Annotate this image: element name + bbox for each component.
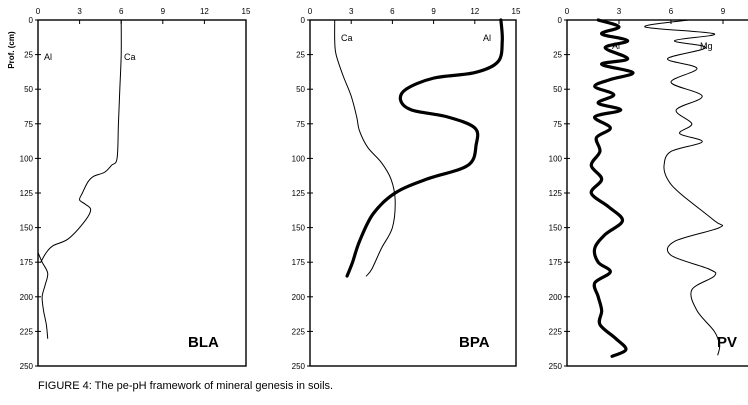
y-tick-label: 200 bbox=[549, 293, 563, 302]
series-label-ca: Ca bbox=[341, 33, 353, 43]
panel-frame-bpa bbox=[309, 19, 517, 367]
panel-frame-bla bbox=[37, 19, 247, 367]
y-tick-label: 150 bbox=[20, 224, 34, 233]
y-tick-label: 150 bbox=[549, 224, 563, 233]
series-label-al: Al bbox=[612, 41, 620, 51]
y-tick-label: 175 bbox=[292, 258, 306, 267]
y-tick-label: 175 bbox=[549, 258, 563, 267]
y-tick-label: 0 bbox=[558, 16, 563, 25]
series-label-al: Al bbox=[483, 33, 491, 43]
x-tick-label: 6 bbox=[669, 7, 674, 16]
series-label-mg: Mg bbox=[700, 41, 713, 51]
y-tick-label: 200 bbox=[292, 293, 306, 302]
y-tick-label: 0 bbox=[29, 16, 34, 25]
figure-caption: FIGURE 4: The pe-pH framework of mineral… bbox=[38, 380, 334, 392]
y-tick-label: 0 bbox=[301, 16, 306, 25]
y-axis-label: Prof. (cm) bbox=[7, 31, 16, 69]
y-tick-label: 50 bbox=[553, 85, 562, 94]
y-tick-label: 250 bbox=[292, 362, 306, 371]
y-tick-label: 50 bbox=[296, 85, 305, 94]
y-tick-label: 100 bbox=[20, 154, 34, 163]
panel-frame-pv bbox=[566, 19, 748, 367]
series-label-al: Al bbox=[44, 52, 52, 62]
site-label-pv: PV bbox=[717, 334, 737, 351]
y-tick-label: 75 bbox=[24, 120, 33, 129]
y-tick-label: 225 bbox=[292, 327, 306, 336]
site-label-bpa: BPA bbox=[459, 334, 490, 351]
x-tick-label: 0 bbox=[36, 7, 41, 16]
y-tick-label: 75 bbox=[296, 120, 305, 129]
y-tick-label: 125 bbox=[20, 189, 34, 198]
y-tick-label: 25 bbox=[553, 51, 562, 60]
x-tick-label: 15 bbox=[242, 7, 251, 16]
x-tick-label: 0 bbox=[308, 7, 313, 16]
site-label-bla: BLA bbox=[188, 334, 219, 351]
y-tick-label: 175 bbox=[20, 258, 34, 267]
y-tick-label: 225 bbox=[549, 327, 563, 336]
x-tick-label: 6 bbox=[119, 7, 124, 16]
x-tick-label: 12 bbox=[470, 7, 479, 16]
x-tick-label: 9 bbox=[431, 7, 436, 16]
series-line-al bbox=[37, 252, 49, 339]
y-tick-label: 125 bbox=[549, 189, 563, 198]
series-line-ca bbox=[40, 19, 122, 263]
x-tick-label: 3 bbox=[349, 7, 354, 16]
x-tick-label: 9 bbox=[161, 7, 166, 16]
x-tick-label: 15 bbox=[512, 7, 521, 16]
series-line-al bbox=[345, 18, 504, 278]
y-tick-label: 150 bbox=[292, 224, 306, 233]
y-tick-label: 100 bbox=[292, 154, 306, 163]
y-tick-label: 25 bbox=[24, 51, 33, 60]
x-tick-label: 6 bbox=[390, 7, 395, 16]
series-line-mg bbox=[644, 19, 724, 356]
y-tick-label: 50 bbox=[24, 85, 33, 94]
y-tick-label: 75 bbox=[553, 120, 562, 129]
y-tick-label: 250 bbox=[20, 362, 34, 371]
series-line-al bbox=[589, 18, 635, 358]
y-tick-label: 25 bbox=[296, 51, 305, 60]
x-tick-label: 12 bbox=[200, 7, 209, 16]
y-tick-label: 200 bbox=[20, 293, 34, 302]
y-tick-label: 250 bbox=[549, 362, 563, 371]
y-tick-label: 225 bbox=[20, 327, 34, 336]
x-tick-label: 3 bbox=[617, 7, 622, 16]
x-tick-label: 3 bbox=[77, 7, 82, 16]
series-line-ca bbox=[334, 19, 396, 277]
y-tick-label: 125 bbox=[292, 189, 306, 198]
series-label-ca: Ca bbox=[124, 52, 136, 62]
y-tick-label: 100 bbox=[549, 154, 563, 163]
x-tick-label: 9 bbox=[721, 7, 726, 16]
x-tick-label: 0 bbox=[565, 7, 570, 16]
